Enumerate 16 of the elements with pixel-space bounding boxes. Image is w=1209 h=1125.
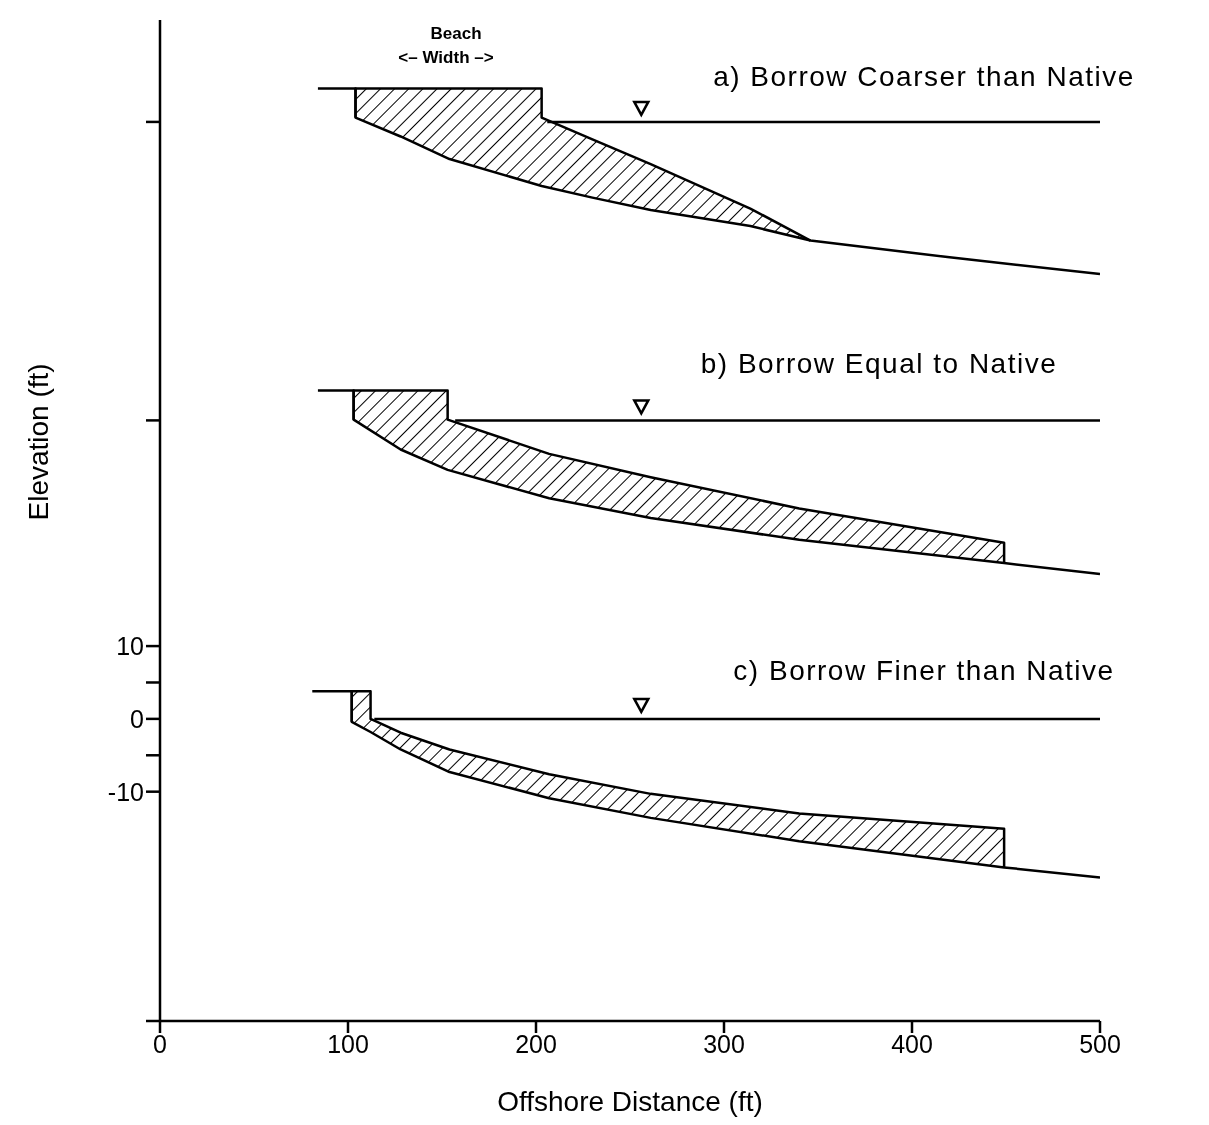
annotation: b) Borrow Equal to Native <box>700 348 1058 379</box>
annotation: c) Borrow Finer than Native <box>733 655 1115 686</box>
x-tick-label: 400 <box>891 1029 933 1058</box>
x-tick-label: 200 <box>515 1029 557 1058</box>
annotation: a) Borrow Coarser than Native <box>713 61 1135 92</box>
y-axis-title: Elevation (ft) <box>22 363 54 521</box>
x-axis-title: Offshore Distance (ft) <box>497 1086 763 1117</box>
y-tick-label: 10 <box>116 631 144 660</box>
x-tick-label: 0 <box>153 1029 167 1058</box>
x-tick-label: 500 <box>1079 1029 1121 1058</box>
x-tick-label: 300 <box>703 1029 745 1058</box>
y-tick-label: -10 <box>107 777 144 806</box>
y-tick-label: 0 <box>130 704 144 733</box>
x-tick-label: 100 <box>327 1029 369 1058</box>
annotation: Beach <box>430 23 482 43</box>
annotation: <– Width –> <box>398 47 494 67</box>
